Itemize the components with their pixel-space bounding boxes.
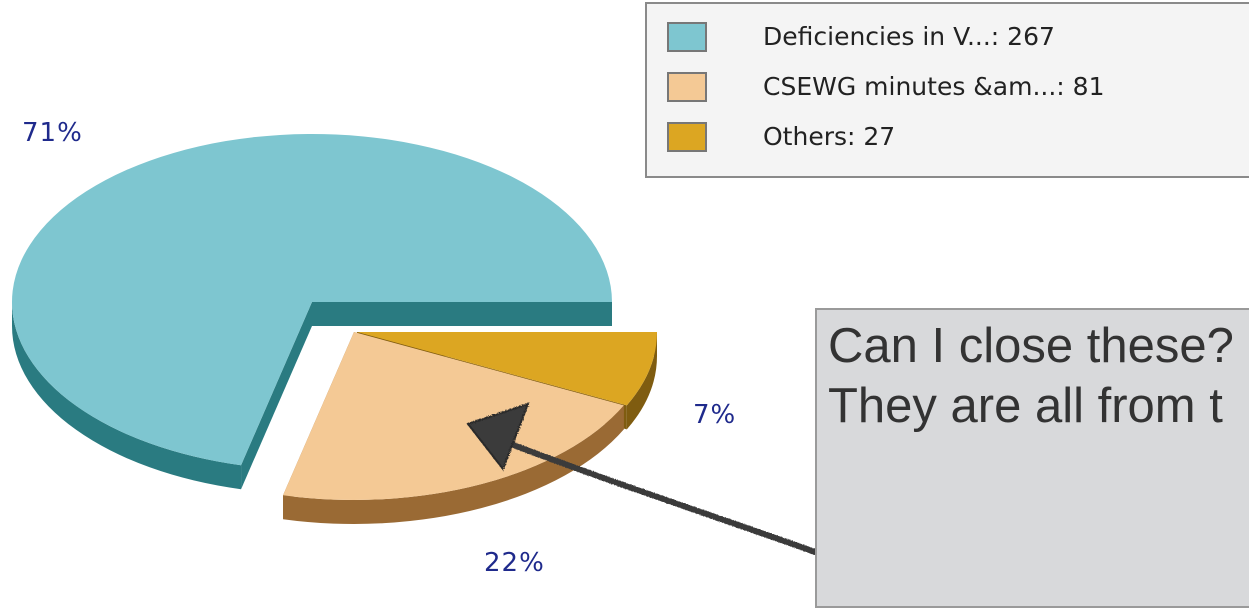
callout-arrow-line — [497, 437, 821, 556]
slice-label-deficiencies: 71% — [22, 118, 83, 148]
pie-slice-top-deficiencies — [11, 134, 612, 466]
pie-slice-deficiencies — [11, 134, 612, 490]
legend-swatch-others — [667, 122, 707, 152]
callout-arrow-head — [466, 402, 530, 472]
pie-slice-side-deficiencies — [12, 302, 242, 490]
pie-slice-csewg — [283, 332, 624, 524]
pie-slice-cut-deficiencies-1 — [312, 302, 612, 326]
pie-chart — [11, 134, 821, 556]
slice-label-csewg: 22% — [484, 548, 545, 578]
slice-label-others: 7% — [693, 400, 737, 430]
legend-swatch-deficiencies — [667, 22, 707, 52]
callout-box: Can I close these? They are all from t — [815, 308, 1249, 608]
pie-slice-top-csewg — [283, 332, 624, 500]
pie-slice-cut-deficiencies-0 — [241, 302, 312, 490]
legend-label-others: Others: 27 — [763, 122, 896, 151]
callout-arrow — [466, 402, 821, 556]
legend-swatch-csewg — [667, 72, 707, 102]
legend-label-deficiencies: Deficiencies in V...: 267 — [763, 22, 1055, 51]
chart-legend: Deficiencies in V...: 267 CSEWG minutes … — [645, 2, 1249, 178]
legend-label-csewg: CSEWG minutes &am...: 81 — [763, 72, 1105, 101]
pie-slice-side-csewg — [283, 405, 624, 524]
pie-slice-side-others — [626, 332, 657, 430]
callout-text: Can I close these? They are all from t — [828, 319, 1234, 433]
pie-slice-top-others — [357, 332, 657, 406]
